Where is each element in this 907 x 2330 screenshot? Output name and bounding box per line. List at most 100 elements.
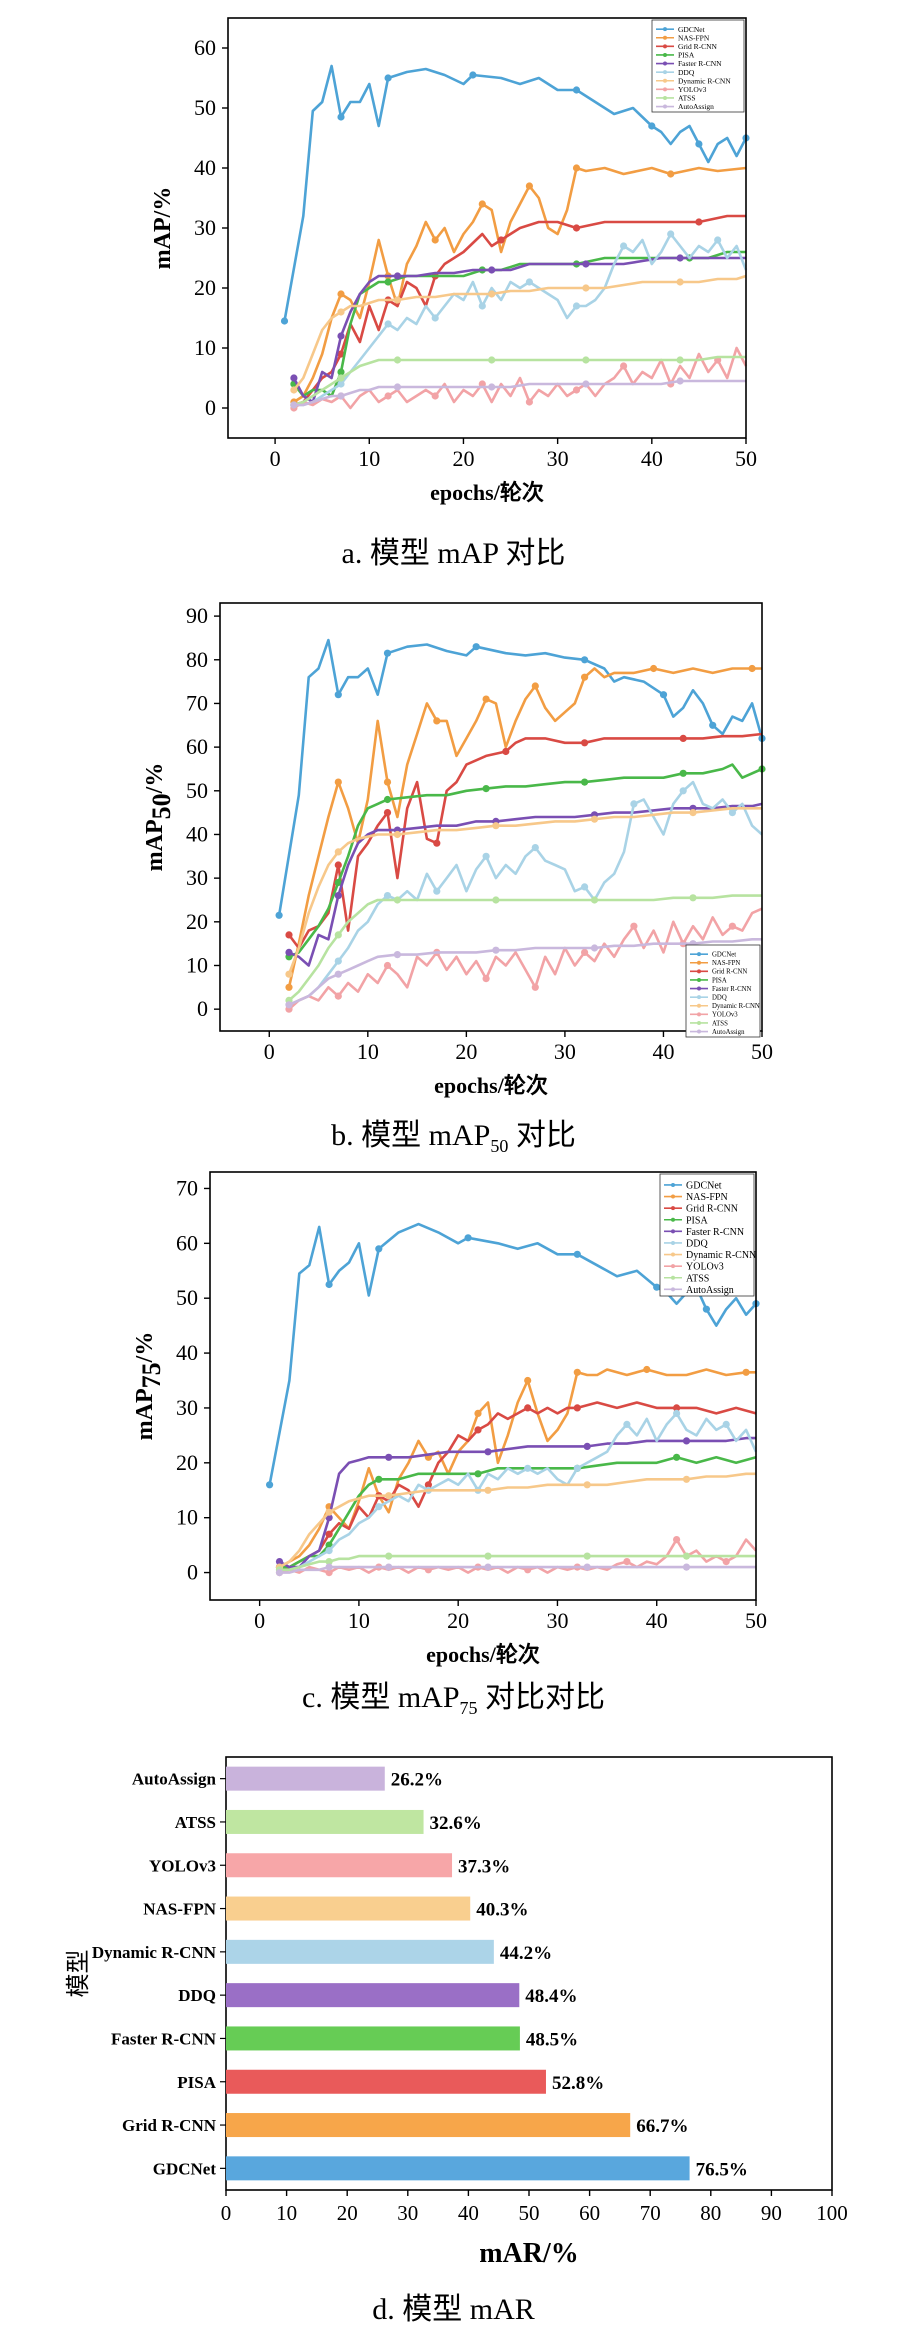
x-tick-label: 30 xyxy=(546,1608,568,1633)
series-point xyxy=(325,1547,333,1555)
y-tick-label: 40 xyxy=(186,821,208,846)
legend-label: DDQ xyxy=(678,68,695,77)
category-label: ATSS xyxy=(175,1813,216,1832)
caption-d: d. 模型 mAR xyxy=(372,2293,535,2326)
x-tick-label: 0 xyxy=(254,1608,265,1633)
series-point xyxy=(393,896,401,904)
legend-swatch-marker xyxy=(697,995,701,1000)
series-point xyxy=(337,113,345,121)
series-point xyxy=(714,236,722,244)
series-point xyxy=(488,266,496,274)
series-point xyxy=(531,983,539,991)
series-point xyxy=(325,1569,333,1577)
series-point xyxy=(482,785,490,793)
series-point xyxy=(325,1508,333,1516)
legend-swatch-marker xyxy=(663,27,667,32)
series-point xyxy=(280,317,289,325)
series-point xyxy=(334,878,342,887)
series-point xyxy=(482,852,490,860)
legend-swatch-marker xyxy=(697,977,701,982)
series-point xyxy=(484,1563,492,1571)
caption-c: c. 模型 mAP75 对比对比 xyxy=(302,1681,605,1718)
series-point xyxy=(623,1420,631,1428)
series-point xyxy=(334,848,342,856)
series-point xyxy=(383,892,392,900)
series-point xyxy=(488,290,496,298)
y-tick-label: 30 xyxy=(176,1395,198,1420)
series-point xyxy=(667,230,675,238)
series-point xyxy=(623,1558,631,1566)
caption-a: a. 模型 mAP 对比 xyxy=(341,537,566,570)
series-point xyxy=(582,380,590,388)
x-tick-label: 10 xyxy=(357,1039,379,1064)
bar-nas-fpn xyxy=(226,1896,471,1921)
bar-gdcnet xyxy=(226,2156,690,2181)
legend-swatch-marker xyxy=(671,1194,675,1199)
series-point xyxy=(630,922,638,930)
series-point xyxy=(385,1552,393,1560)
series-point xyxy=(648,122,656,130)
chart-map50: 0 10 20 30 40 50 0 10 20 30 40 50 60 70 80 90 epochs/轮次 m… xyxy=(142,602,773,1098)
series-point xyxy=(502,747,510,756)
series-point xyxy=(525,182,534,190)
series-point xyxy=(630,800,638,808)
series-point xyxy=(676,278,684,286)
series-point xyxy=(728,809,737,817)
series-point xyxy=(572,302,581,310)
panel-d: AutoAssign 26.2% ATSS 32.6% YOLOv3 37.3% NAS-F… xyxy=(0,1745,907,2269)
series-point xyxy=(582,356,590,364)
legend-swatch-marker xyxy=(663,44,667,49)
series-point xyxy=(679,787,687,795)
series-line-faster-r-cnn xyxy=(292,256,746,404)
legend-label: DDQ xyxy=(712,995,727,1002)
series-point xyxy=(334,957,342,965)
series-point xyxy=(375,1475,383,1483)
series-point xyxy=(590,944,599,952)
x-tick-label: 50 xyxy=(735,446,757,471)
series-point xyxy=(682,1437,691,1445)
legend-swatch-marker xyxy=(697,1012,701,1017)
series-point xyxy=(682,1563,691,1571)
y-tick-label: 30 xyxy=(186,865,208,890)
series-point xyxy=(659,691,668,699)
series-point xyxy=(337,308,345,316)
series-point xyxy=(590,896,599,904)
value-label: 37.3% xyxy=(458,1856,510,1877)
x-tick-label: 10 xyxy=(348,1608,370,1633)
legend-label: NAS-FPN xyxy=(686,1192,728,1203)
legend-swatch-marker xyxy=(671,1240,675,1245)
x-tick-label: 40 xyxy=(641,446,663,471)
value-label: 76.5% xyxy=(696,2159,748,2180)
series-point xyxy=(484,1486,492,1494)
series-point xyxy=(525,398,534,406)
series-point xyxy=(474,1426,482,1434)
series-point xyxy=(393,951,401,959)
series-point xyxy=(383,649,392,657)
legend-label: Dynamic R-CNN xyxy=(678,76,731,85)
series-point xyxy=(384,74,392,82)
series-point xyxy=(385,1563,393,1571)
legend-label: Faster R-CNN xyxy=(686,1227,744,1238)
series-point xyxy=(424,1481,432,1489)
series-point xyxy=(433,887,441,895)
chart-map75: 0 10 20 30 40 50 0 10 20 30 40 50 60 70 epochs/轮次 mAP75… xyxy=(132,1171,767,1667)
series-point xyxy=(620,362,628,370)
series-point xyxy=(676,377,684,385)
series-line-grid-r-cnn xyxy=(293,214,746,407)
plot-frame xyxy=(219,602,763,1032)
series-line-grid-r-cnn xyxy=(279,1401,757,1569)
legend-swatch-marker xyxy=(697,960,701,965)
legend-swatch-marker xyxy=(663,52,667,57)
y-tick-label: 60 xyxy=(176,1230,198,1255)
series-point xyxy=(583,1442,591,1450)
series-point xyxy=(385,1492,393,1500)
legend-swatch-marker xyxy=(697,952,701,957)
legend-swatch-marker xyxy=(697,1029,701,1034)
series-point xyxy=(650,664,658,673)
series-point xyxy=(384,320,392,328)
series-point xyxy=(695,218,703,226)
series-point xyxy=(728,922,737,930)
x-tick-label: 100 xyxy=(816,2201,848,2225)
series-point xyxy=(673,1453,681,1461)
series-point xyxy=(474,1409,482,1417)
